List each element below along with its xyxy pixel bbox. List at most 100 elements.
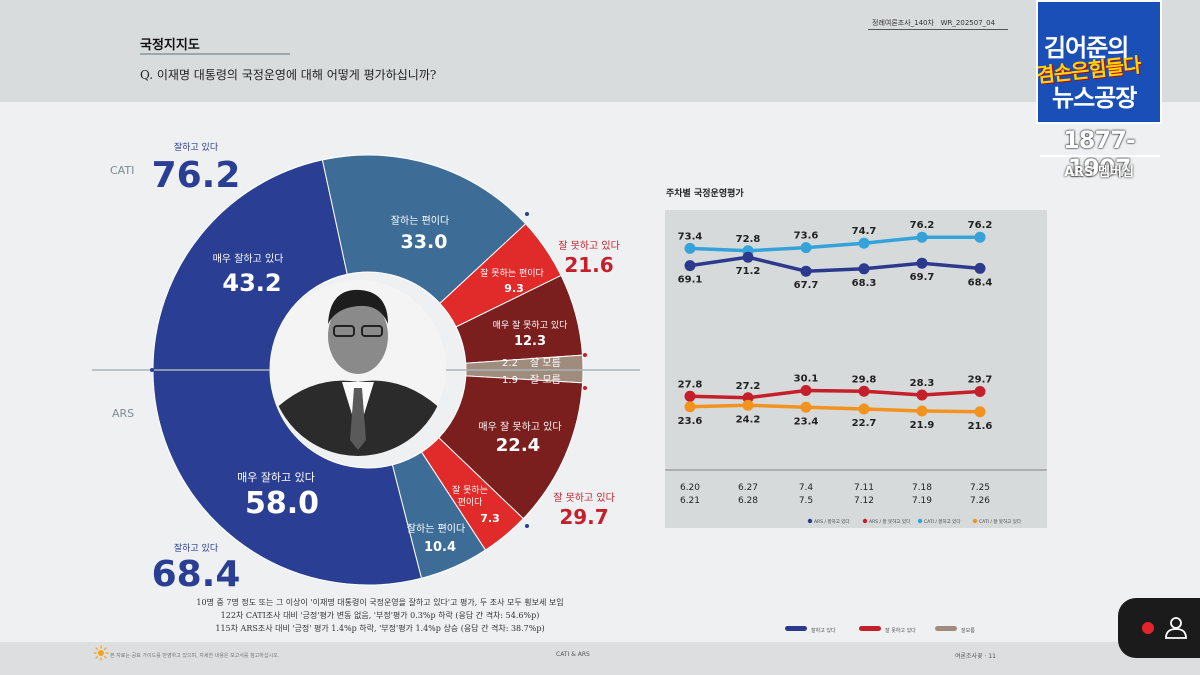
tick-dot: [525, 524, 529, 528]
report-id: 정례여론조사_140차 WR_202507_04: [872, 19, 996, 27]
slice-value: 9.3: [504, 282, 524, 295]
total-label: 잘 못하고 있다: [553, 491, 615, 504]
president-portrait: [270, 280, 446, 456]
data-point: [800, 401, 812, 413]
legend-marker: [917, 518, 923, 524]
pie-slice: [152, 159, 348, 371]
slice-value: 33.0: [401, 231, 448, 253]
channel-logo: 김어준의 겸손은힘들다 뉴스공장: [1036, 0, 1162, 124]
slice-label: 잘 모름: [530, 374, 561, 386]
cati-group-tag: CATI: [110, 164, 135, 177]
series-line: [689, 255, 981, 273]
data-label: 23.6: [678, 416, 703, 427]
user-profile-icon[interactable]: [1163, 614, 1189, 640]
slice-value: 1.9: [502, 375, 518, 386]
data-point: [800, 242, 812, 254]
x-tick-label: 6.20: [680, 483, 700, 493]
note-line: 122차 CATI조사 대비 '긍정'평가 변동 없음, '부정'평가 0.3%…: [220, 611, 540, 620]
data-point: [684, 401, 696, 413]
data-label: 30.1: [794, 374, 819, 385]
slice-label: 매우 잘 못하고 있다: [493, 319, 569, 331]
series-line: [689, 235, 980, 253]
slice-value: 7.3: [480, 512, 500, 525]
data-label: 72.8: [736, 234, 761, 245]
slice-label: 잘 모름: [530, 357, 561, 369]
total-label: 잘 못하고 있다: [558, 239, 620, 252]
tick-dot: [583, 386, 587, 390]
data-point: [974, 262, 986, 274]
tick-dot: [525, 212, 529, 216]
series-line: [689, 388, 981, 400]
data-label: 23.4: [794, 416, 819, 427]
data-label: 27.2: [736, 381, 761, 392]
summary-notes: 10명 중 7명 정도 또는 그 이상이 '이재명 대통령이 국정운영을 잘하고…: [140, 596, 620, 635]
data-point: [684, 242, 696, 254]
slice-value: 58.0: [245, 486, 319, 521]
legend-label: CATI / 잘하고 있다: [924, 518, 961, 525]
logo-line-3: 뉴스공장: [1052, 84, 1137, 112]
legend-swatch: [935, 626, 957, 631]
data-point: [800, 385, 812, 396]
player-controls[interactable]: [1118, 598, 1200, 658]
data-label: 27.8: [678, 379, 703, 390]
slice-label: 매우 잘 못하고 있다: [478, 420, 561, 433]
data-point: [858, 263, 870, 275]
slice-value: 10.4: [424, 540, 456, 555]
footer-band: [0, 642, 1200, 675]
x-tick-label: 7.5: [799, 496, 813, 506]
x-tick-label: 7.25: [970, 483, 990, 493]
legend-label: ARS / 잘 못하고 있다: [869, 518, 911, 525]
data-point: [974, 231, 986, 243]
ars-membership-label: ARS 멤버십: [1064, 165, 1134, 180]
x-tick-label: 7.11: [854, 483, 874, 493]
tick-dot: [150, 368, 154, 372]
data-point: [916, 405, 928, 417]
slice-label: 잘 못하는: [452, 484, 488, 496]
legend-swatch: [785, 626, 807, 631]
legend-label: ARS / 잘하고 있다: [814, 518, 850, 525]
note-line: 10명 중 7명 정도 또는 그 이상이 '이재명 대통령이 국정운영을 잘하고…: [196, 598, 564, 607]
slice-label: 잘하는 편이다: [407, 522, 465, 535]
data-point: [858, 385, 870, 397]
legend-label: CATI / 잘 못하고 있다: [979, 518, 1022, 525]
weekly-trend-line-chart: 주차별 국정운영평가 73.4 72.8 73.6 74.7 76.2 76.2 69.1 71…: [665, 187, 1047, 528]
slice-value: 12.3: [514, 334, 546, 349]
data-label: 71.2: [736, 266, 761, 277]
legend-marker: [807, 518, 813, 524]
data-point: [858, 403, 870, 415]
data-label: 28.3: [910, 378, 935, 389]
data-label: 29.8: [852, 374, 877, 385]
data-label: 67.7: [794, 280, 819, 291]
trend-panel: [665, 210, 1047, 528]
pie-slice: [152, 369, 423, 586]
data-label: 76.2: [968, 220, 993, 231]
survey-question: Q. 이재명 대통령의 국정운영에 대해 어떻게 평가하십니까?: [140, 68, 437, 82]
data-point: [684, 260, 696, 272]
sun-logo-icon: [93, 645, 109, 661]
pie-slice: [321, 154, 527, 305]
record-indicator-icon: [1142, 622, 1154, 634]
data-label: 21.9: [910, 420, 935, 431]
slice-label: 편이다: [458, 496, 484, 508]
trend-title: 주차별 국정운영평가: [666, 187, 744, 199]
total-value: 29.7: [559, 505, 608, 529]
data-point: [742, 251, 754, 263]
approval-donut-chart: 매우 잘하고 있다 43.2 잘하는 편이다 33.0 잘 못하는 편이다 9.3 매우 잘…: [92, 141, 640, 595]
x-tick-label: 7.12: [854, 496, 874, 506]
header-band: [0, 0, 1200, 102]
data-label: 24.2: [736, 414, 761, 425]
data-point: [974, 386, 986, 397]
section-title: 국정지지도: [140, 38, 200, 53]
section-title-underline: [140, 53, 290, 55]
x-tick-label: 6.21: [680, 496, 700, 506]
logo-line-1: 김어준의: [1044, 34, 1129, 62]
phone-number: 1877-1907: [1063, 126, 1136, 182]
bottom-legend: 잘하고 있다 잘 못하고 있다 잘모름: [785, 626, 975, 634]
slice-value: 22.4: [496, 435, 540, 456]
total-label: 잘하고 있다: [174, 542, 219, 554]
x-tick-label: 7.18: [912, 483, 932, 493]
data-label: 73.6: [794, 231, 819, 242]
total-value: 68.4: [152, 554, 241, 595]
slice-label: 잘하는 편이다: [391, 214, 449, 227]
total-value: 76.2: [152, 155, 241, 196]
